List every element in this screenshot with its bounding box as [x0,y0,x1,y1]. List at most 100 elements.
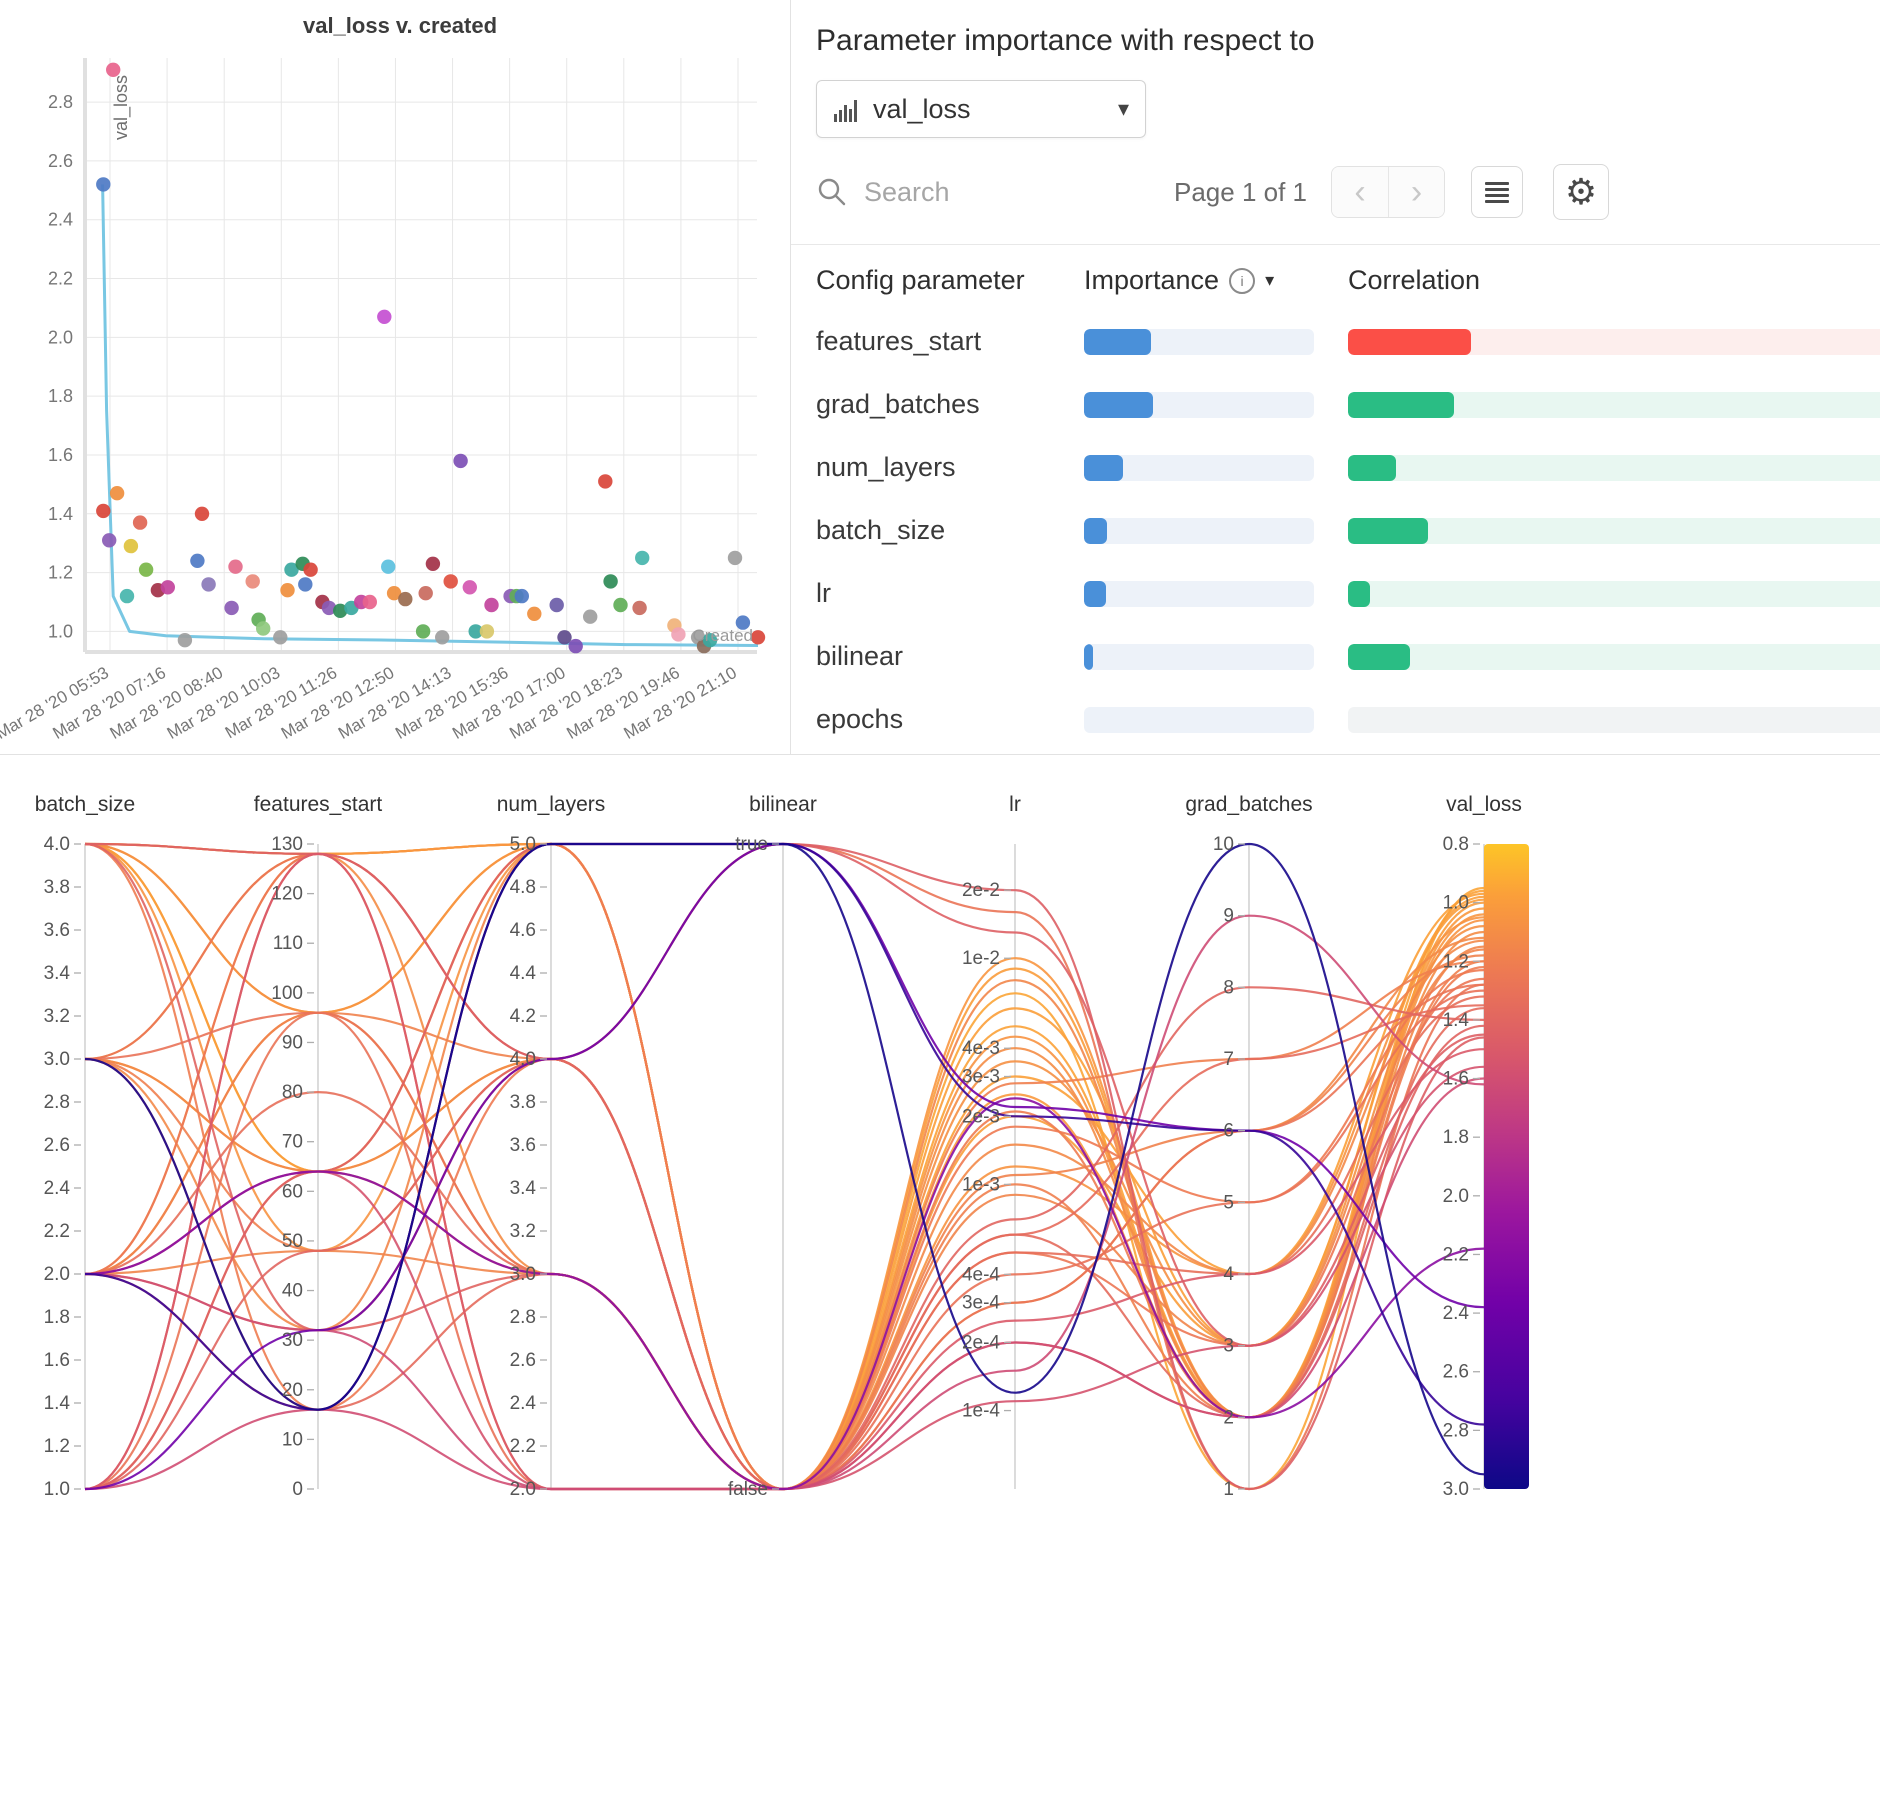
settings-button[interactable]: ⚙ [1553,164,1609,220]
correlation-track [1348,517,1880,544]
scatter-point[interactable] [603,574,618,589]
importance-cell [1084,454,1348,481]
axis-title-num_layers[interactable]: num_layers [497,793,606,816]
scatter-point[interactable] [425,556,441,571]
scatter-point[interactable] [362,594,377,610]
correlation-cell [1348,580,1880,607]
scatter-point[interactable] [527,606,542,621]
column-label: Importance [1084,265,1220,295]
axis-title-features_start[interactable]: features_start [254,793,383,816]
scatter-point[interactable] [557,630,572,645]
scatter-point[interactable] [194,506,210,521]
scatter-point[interactable] [702,633,718,648]
scatter-point[interactable] [273,630,288,645]
column-importance-sort[interactable]: Importance i ▾ [1084,265,1348,296]
scatter-point[interactable] [284,562,299,577]
scatter-point[interactable] [635,550,650,566]
scatter-point[interactable] [96,177,111,192]
scatter-point[interactable] [386,586,402,601]
svg-text:2.0: 2.0 [48,327,73,347]
scatter-point[interactable] [583,609,598,624]
param-row[interactable]: grad_batches [816,373,1880,436]
svg-text:2.8: 2.8 [48,92,73,112]
scatter-point[interactable] [484,597,499,613]
scatter-point[interactable] [415,624,431,639]
scatter-point[interactable] [224,600,239,616]
scatter-point[interactable] [177,633,193,648]
scatter-point[interactable] [333,603,348,618]
param-row[interactable] [816,751,1880,754]
scatter-point[interactable] [568,638,583,654]
metric-selector-dropdown[interactable]: val_loss ▾ [816,80,1146,138]
scatter-point[interactable] [321,600,337,616]
param-row[interactable]: lr [816,562,1880,625]
scatter-point[interactable] [443,574,458,589]
run-line[interactable] [84,986,1485,1491]
scatter-point[interactable] [201,577,216,592]
scatter-point[interactable] [727,550,743,566]
scatter-point[interactable] [245,574,260,589]
scatter-point[interactable] [190,553,205,568]
scatter-point[interactable] [735,615,751,630]
scatter-point[interactable] [381,559,396,574]
scatter-point[interactable] [109,486,125,501]
prev-page-button[interactable]: ‹ [1332,167,1388,217]
scatter-point[interactable] [160,580,175,595]
run-line[interactable] [84,1065,1485,1491]
run-line[interactable] [84,842,1485,1491]
run-line[interactable] [84,842,1485,1476]
scatter-point[interactable] [468,624,483,639]
param-row[interactable]: bilinear [816,625,1880,688]
scatter-point[interactable] [280,583,295,598]
scatter-point[interactable] [598,474,613,489]
scatter-point[interactable] [398,591,413,607]
chevron-down-icon: ▾ [1117,96,1129,121]
scatter-point[interactable] [377,309,392,324]
run-line[interactable] [84,1097,1485,1491]
scatter-point[interactable] [96,503,111,519]
scatter-point[interactable] [132,515,148,530]
scatter-point[interactable] [750,630,766,645]
scatter-point[interactable] [435,630,450,645]
run-line[interactable] [84,914,1485,1491]
importance-bar [1084,328,1151,355]
axis-title-lr[interactable]: lr [1009,793,1021,816]
axis-title-grad_batches[interactable]: grad_batches [1185,793,1312,816]
scatter-points [96,62,766,654]
row-display-button[interactable] [1471,166,1523,218]
next-page-button[interactable]: › [1388,167,1444,217]
search-input[interactable] [862,175,1106,209]
param-row[interactable]: num_layers [816,436,1880,499]
scatter-point[interactable] [418,586,433,601]
scatter-point[interactable] [298,577,313,592]
scatter-point[interactable] [106,62,121,77]
scatter-point[interactable] [256,621,271,636]
scatter-point[interactable] [303,562,318,577]
axis-title-batch_size[interactable]: batch_size [35,793,135,816]
correlation-cell [1348,328,1880,355]
axis-title-bilinear[interactable]: bilinear [749,793,817,816]
panel-title: Parameter importance with respect to [816,24,1315,57]
axis-title-val_loss[interactable]: val_loss [1446,793,1522,816]
scatter-point[interactable] [632,600,647,616]
parallel-coordinates-chart[interactable]: 4.0 3.8 3.6 3.4 3.2 3.0 2.8 2.6 2.4 2.2 2.0 1.8 1.6 1… [0,755,1880,1809]
scatter-point[interactable] [549,597,564,613]
svg-text:1.4: 1.4 [1443,1010,1470,1031]
scatter-point[interactable] [613,597,628,613]
param-row[interactable]: epochs [816,688,1880,751]
param-row[interactable]: features_start [816,310,1880,373]
svg-text:40: 40 [282,1281,303,1302]
scatter-point[interactable] [119,588,135,604]
scatter-point[interactable] [453,453,468,469]
scatter-point[interactable] [102,533,117,548]
scatter-point[interactable] [671,627,686,642]
svg-text:60: 60 [282,1181,303,1202]
scatter-point[interactable] [514,588,529,604]
scatter-point[interactable] [479,624,495,639]
scatter-point[interactable] [228,559,243,574]
scatter-point[interactable] [138,562,154,577]
param-row[interactable]: batch_size [816,499,1880,562]
scatter-point[interactable] [462,580,477,595]
scatter-point[interactable] [123,538,139,554]
